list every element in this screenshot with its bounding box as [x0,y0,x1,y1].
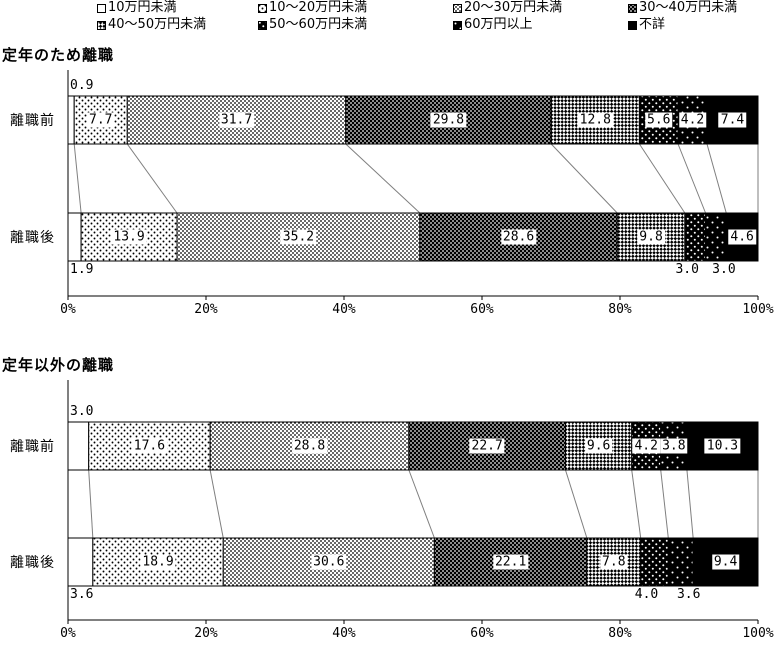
x-axis-tick-label: 100% [742,302,774,317]
connector-line [639,143,686,214]
segment-value-label: 17.6 [131,438,168,454]
segment-value-label: 35.2 [280,229,317,245]
connector-line [73,143,82,214]
legend-item: 10〜20万円未満 [258,1,367,15]
connector-line [408,469,435,539]
legend-item-label: 30〜40万円未満 [639,0,738,15]
bar-segment [667,537,694,587]
segment-value-label-outside: 3.0 [712,262,736,277]
legend-swatch-dark-dots-medium-icon [258,20,267,30]
row-label-rishoku-go: 離職後 [10,230,55,246]
segment-value-label-outside: 3.6 [70,587,94,602]
legend-swatch-dots-dense-icon [453,3,462,13]
bar-segment [92,537,224,587]
legend-swatch-dark-dots-dense-icon [628,3,637,13]
legend-item-label: 不詳 [639,17,666,32]
connector-line [550,143,618,214]
segment-value-label: 9.6 [584,438,613,454]
legend-item-label: 60万円以上 [464,17,533,32]
segment-value-label: 13.9 [111,229,147,245]
segment-value-label: 28.6 [500,229,537,245]
chart-title-teinen-igai: 定年以外の離職 [2,356,115,374]
connector-line [660,469,669,539]
bar-segment [67,537,94,587]
segment-value-label: 31.7 [218,112,255,128]
x-axis-tick-label: 0% [60,626,76,641]
connector-line [631,469,642,539]
segment-value-label: 9.8 [637,229,665,245]
legend-swatch-black-icon [628,20,637,30]
segment-value-label: 7.8 [600,554,628,570]
legend-swatch-white-icon [97,3,106,13]
legend-swatch-dark-dots-sparse-icon [453,20,462,30]
connector-line [686,469,694,539]
bar-segment [684,212,707,262]
legend-swatch-dots-sparse-icon [258,3,267,13]
x-axis-tick-label: 80% [608,302,632,317]
legend-item: 60万円以上 [453,18,533,32]
legend-item-label: 50〜60万円未満 [269,17,368,32]
x-axis-tick-label: 100% [742,626,774,641]
segment-value-label: 9.4 [711,554,740,570]
x-axis-tick-label: 60% [470,302,494,317]
segment-value-label: 10.3 [704,438,741,454]
bar-segment [67,421,90,471]
x-axis-tick-label: 0% [60,302,76,317]
x-axis-tick-label: 20% [194,302,218,317]
legend-item: 不詳 [628,18,665,32]
bar-segment [705,212,727,262]
legend-swatch-checker-icon [97,20,106,30]
row-label-rishoku-mae: 離職前 [10,439,55,455]
connector-line [565,469,588,539]
bar-segment [640,537,669,587]
segment-value-label: 22.7 [469,438,505,454]
legend-item-label: 10〜20万円未満 [269,0,368,15]
row-label-rishoku-mae: 離職前 [10,113,55,129]
chart-title-teinen: 定年のため離職 [2,46,115,64]
legend-item-label: 40〜50万円未満 [108,17,207,32]
segment-value-label-outside: 3.0 [70,404,94,419]
segment-value-label: 22.1 [492,554,529,570]
connector-line [126,143,178,214]
legend-item: 10万円未満 [97,1,177,15]
legend-item-label: 20〜30万円未満 [464,0,563,15]
x-axis-tick-label: 40% [332,302,356,317]
bar-segment [67,95,75,145]
segment-value-label: 12.8 [577,112,613,128]
segment-value-label-outside: 1.9 [70,262,94,277]
x-axis-tick-label: 40% [332,626,356,641]
segment-value-label: 18.9 [140,554,176,570]
legend-item-label: 10万円未満 [108,0,177,15]
legend-item: 30〜40万円未満 [628,1,737,15]
legend-item: 40〜50万円未満 [97,18,206,32]
segment-value-label: 7.7 [86,112,115,128]
segment-value-label: 5.6 [644,112,673,128]
legend-item: 20〜30万円未満 [453,1,562,15]
x-axis-tick-label: 20% [194,626,218,641]
connector-line [209,469,224,539]
segment-value-label: 4.2 [632,438,660,454]
connector-line [706,143,727,214]
segment-value-label-outside: 0.9 [70,78,94,93]
connector-line [88,469,94,539]
segment-value-label-outside: 4.0 [634,587,659,602]
segment-value-label: 3.8 [660,438,688,454]
segment-value-label: 28.8 [291,438,328,454]
segment-value-label-outside: 3.6 [676,587,701,602]
segment-value-label: 29.8 [430,112,467,128]
x-axis-tick-label: 80% [608,626,632,641]
connector-line [345,143,421,214]
x-axis-tick-label: 60% [470,626,494,641]
segment-value-label: 30.6 [311,554,347,570]
segment-value-label-outside: 3.0 [675,262,699,277]
segment-value-label: 4.2 [678,112,707,128]
connector-line [677,143,707,214]
row-label-rishoku-go: 離職後 [10,555,55,571]
segment-value-label: 4.6 [728,229,756,245]
segment-value-label: 7.4 [718,112,747,128]
legend-item: 50〜60万円未満 [258,18,367,32]
bar-segment [67,212,82,262]
